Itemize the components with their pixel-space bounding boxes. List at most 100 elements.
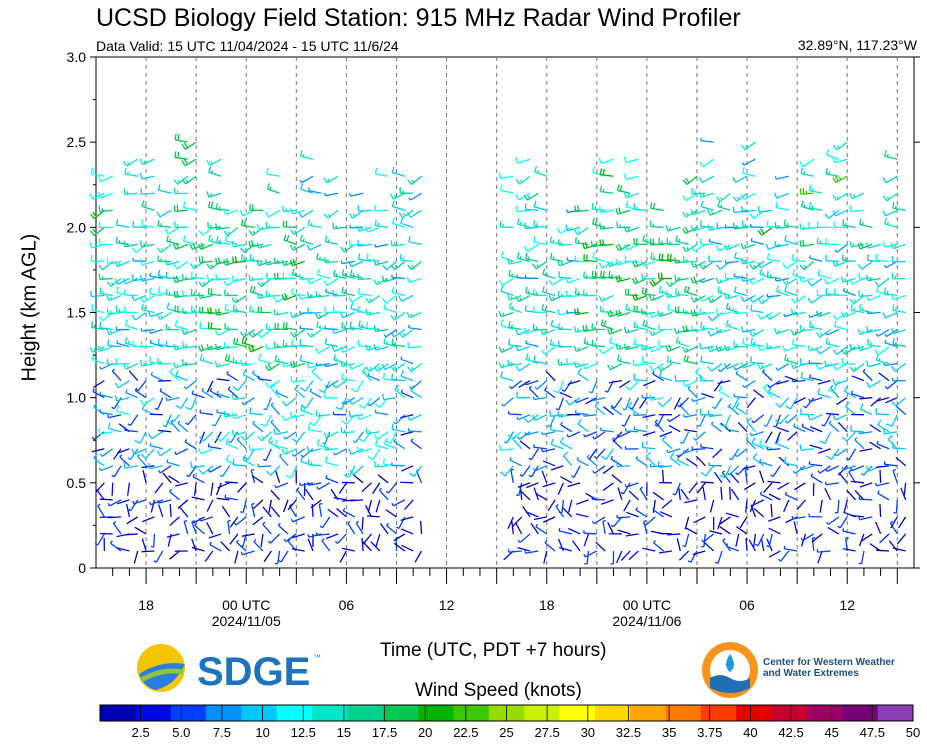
barb-staff — [224, 328, 238, 331]
barb-flag — [707, 365, 713, 372]
wind-barb — [624, 255, 639, 263]
barb-half-flag — [202, 357, 205, 361]
barb-half-flag — [352, 273, 355, 277]
wind-barb — [332, 411, 347, 416]
barb-flag — [97, 176, 102, 183]
wind-barb — [708, 238, 723, 246]
barb-staff — [878, 346, 890, 356]
barb-flag — [673, 327, 677, 334]
barb-half-flag — [534, 386, 538, 390]
barb-staff — [199, 260, 213, 264]
wind-barb — [355, 520, 364, 535]
wind-barb — [90, 167, 105, 177]
barb-staff — [183, 206, 197, 211]
barb-staff — [169, 550, 180, 560]
barb-flag — [248, 331, 253, 338]
wind-barb — [265, 290, 280, 298]
barb-staff — [125, 277, 139, 285]
barb-staff — [416, 470, 423, 484]
barb-half-flag — [166, 459, 169, 463]
wind-barb — [358, 397, 372, 409]
wind-barb — [498, 172, 514, 180]
barb-flag — [682, 195, 687, 201]
wind-barb — [248, 344, 264, 353]
wind-barb — [373, 325, 389, 333]
wind-barb — [97, 503, 105, 518]
wind-barb — [391, 200, 406, 211]
barb-half-flag — [850, 390, 854, 394]
barb-half-flag — [801, 423, 804, 427]
barb-half-flag — [836, 262, 839, 266]
wind-barb — [406, 414, 422, 421]
barb-half-flag — [262, 521, 266, 525]
barb-staff — [608, 379, 622, 384]
barb-staff — [577, 423, 589, 433]
barb-half-flag — [883, 264, 887, 268]
barb-staff — [265, 448, 272, 461]
barb-staff — [127, 482, 131, 496]
barb-half-flag — [845, 457, 850, 461]
barb-staff — [886, 380, 898, 390]
barb-half-flag — [383, 334, 387, 338]
wind-barb — [866, 326, 881, 333]
barb-staff — [735, 407, 748, 416]
wind-barb — [875, 549, 889, 552]
barb-flag — [625, 303, 628, 310]
barb-staff — [375, 499, 381, 513]
wind-barb — [366, 253, 380, 263]
barb-flag — [524, 304, 527, 312]
barb-half-flag — [183, 386, 187, 390]
barb-staff — [775, 175, 789, 180]
barb-half-flag — [174, 451, 177, 455]
wind-barb — [150, 371, 164, 382]
barb-staff — [623, 499, 631, 512]
barb-staff — [710, 294, 723, 304]
wind-barb — [648, 294, 664, 302]
wind-barb — [206, 158, 222, 167]
wind-barb — [299, 339, 314, 348]
wind-barb — [115, 305, 130, 314]
wind-barb — [857, 260, 873, 270]
barb-half-flag — [378, 487, 383, 491]
barb-staff — [224, 496, 239, 501]
barb-staff — [734, 209, 748, 214]
barb-staff — [518, 380, 531, 388]
wind-barb — [110, 540, 122, 552]
barb-flag — [268, 436, 273, 443]
wind-barb — [591, 203, 606, 211]
barb-staff — [111, 370, 122, 382]
wind-barb — [209, 387, 222, 399]
barb-flag — [765, 342, 769, 350]
barb-staff — [237, 380, 247, 391]
barb-staff — [361, 537, 364, 552]
wind-barb — [842, 547, 856, 552]
barb-staff — [784, 359, 798, 365]
barb-flag — [624, 385, 631, 391]
barb-staff — [726, 512, 739, 518]
barb-flag — [210, 322, 213, 329]
barb-staff — [141, 224, 155, 228]
barb-flag — [140, 219, 144, 226]
wind-barb — [832, 156, 848, 164]
wind-barb — [557, 538, 565, 552]
barb-flag — [382, 264, 388, 271]
barb-staff — [226, 277, 239, 287]
barb-staff — [837, 465, 848, 476]
barb-staff — [735, 526, 748, 535]
barb-staff — [270, 533, 281, 544]
barb-flag — [631, 294, 636, 301]
barb-flag — [176, 290, 179, 297]
barb-staff — [714, 397, 723, 409]
barb-staff — [100, 175, 113, 183]
barb-staff — [158, 504, 164, 518]
barb-half-flag — [511, 324, 513, 328]
barb-half-flag — [687, 385, 691, 389]
wind-barb — [175, 369, 189, 382]
barb-half-flag — [308, 187, 310, 191]
barb-flag — [407, 366, 412, 372]
wind-barb — [232, 337, 247, 348]
barb-flag — [750, 337, 753, 344]
barb-flag — [700, 355, 703, 362]
barb-staff — [500, 175, 514, 180]
barb-staff — [375, 209, 389, 212]
